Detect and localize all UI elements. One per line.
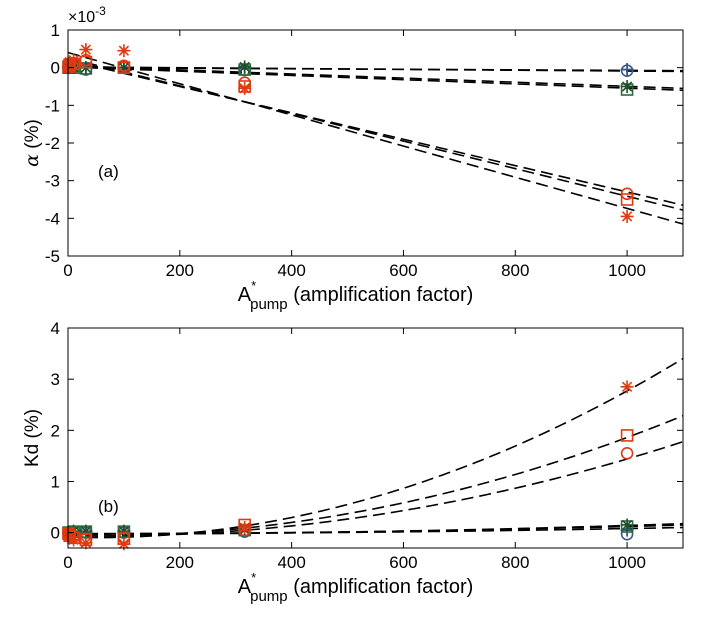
fit-curve [68, 414, 683, 537]
y-tick-label: 0 [51, 59, 60, 78]
data-point-star [62, 527, 76, 541]
panel-a-x-label-base: A [238, 284, 252, 306]
panel-a-fit-lines [68, 51, 683, 225]
panel-b-x-label-rest: (amplification factor) [288, 576, 474, 598]
x-tick-label: 800 [501, 261, 529, 280]
x-tick-label: 400 [277, 553, 305, 572]
y-tick-label: 0 [51, 524, 60, 543]
panel-b: 0 200 400 600 800 1000 0 1 2 3 4 (b) Kd (%) A* pump… [22, 319, 684, 605]
panel-a-y-axis-label: α (%) [21, 119, 43, 167]
data-point-star [620, 80, 634, 93]
data-point-star [238, 81, 252, 95]
fit-line [68, 51, 683, 225]
data-point-star [67, 53, 81, 67]
panel-b-x-label-base: A [238, 576, 252, 598]
data-point-square [620, 193, 634, 206]
data-point-star [79, 43, 93, 57]
y-tick-label: -4 [45, 209, 60, 228]
x-tick-label: 600 [389, 261, 417, 280]
x-tick-label: 200 [166, 553, 194, 572]
panel-a-ticks: 0 200 400 600 800 1000 -5 -4 -3 -2 -1 0 1 [45, 21, 683, 280]
data-point-star [117, 537, 131, 551]
panel-a-y-label-rest: (%) [22, 119, 43, 154]
data-point-star [620, 209, 634, 223]
y-tick-label: 1 [51, 472, 60, 491]
panel-a-y-multiplier-exp: -3 [95, 4, 106, 18]
y-tick-label: -5 [45, 247, 60, 266]
panel-b-axes-frame [67, 327, 684, 549]
panel-b-x-label-sup: * [251, 570, 256, 585]
y-tick-label: -2 [45, 134, 60, 153]
panel-a-axes-frame [67, 29, 684, 257]
panel-a-label: (a) [98, 162, 119, 181]
x-tick-label: 400 [277, 261, 305, 280]
x-tick-label: 1000 [608, 261, 646, 280]
y-tick-label: -1 [45, 96, 60, 115]
fit-line [68, 59, 683, 206]
y-tick-label: 2 [51, 421, 60, 440]
panel-b-label: (b) [98, 497, 119, 516]
panel-a-x-label-sup: * [251, 278, 256, 293]
data-point-plus [620, 63, 634, 77]
data-point-star [79, 524, 93, 538]
y-tick-label: 4 [51, 319, 60, 338]
y-tick-label: 3 [51, 370, 60, 389]
fit-curve [68, 522, 683, 535]
panel-a: 0 200 400 600 800 1000-5-4-3-2-101 (a) ×10-3 … [21, 4, 684, 313]
panel-a-x-label-rest: (amplification factor) [288, 284, 474, 306]
data-point-star [63, 55, 77, 69]
y-tick-label: 1 [51, 21, 60, 40]
panel-a-y-multiplier-base: ×10 [68, 9, 95, 26]
fit-line [68, 66, 683, 72]
data-point-star [117, 61, 131, 75]
y-tick-label: -3 [45, 172, 60, 191]
panel-b-x-label-sub: pump [250, 588, 288, 605]
x-tick-label: 800 [501, 553, 529, 572]
x-tick-label: 0 [63, 261, 72, 280]
data-point-star [79, 536, 93, 550]
x-tick-label: 600 [389, 553, 417, 572]
x-tick-label: 0 [63, 553, 72, 572]
panel-b-x-axis-label: A* pump (amplification factor) [238, 570, 474, 605]
data-point-star [238, 521, 252, 535]
x-tick-label: 1000 [608, 553, 646, 572]
data-point-star [620, 518, 634, 532]
data-point-star [67, 533, 81, 547]
panel-a-x-label-sub: pump [250, 296, 288, 313]
data-point-star [238, 60, 252, 74]
fit-line [68, 57, 683, 211]
data-point-square [79, 55, 93, 69]
data-point-star [117, 524, 131, 538]
data-point-circle [620, 447, 634, 460]
panel-b-ticks: 0 200 400 600 800 1000 0 1 2 3 4 [51, 319, 683, 572]
fit-line [68, 66, 683, 92]
x-tick-label: 200 [166, 261, 194, 280]
data-point-star [620, 380, 634, 394]
panel-a-y-label-greek: α [21, 154, 43, 167]
panel-a-y-multiplier: ×10-3 [68, 4, 106, 26]
fit-curve [68, 440, 683, 537]
panel-b-y-axis-label: Kd (%) [22, 409, 43, 467]
data-point-square [620, 429, 634, 442]
data-point-star [62, 59, 76, 73]
fit-curve [68, 357, 683, 539]
panel-b-fit-curves [68, 357, 683, 539]
fit-line [68, 64, 683, 90]
data-point-square [117, 61, 131, 74]
panel-a-x-axis-label: A* pump (amplification factor) [238, 278, 474, 313]
data-point-star [117, 44, 131, 58]
